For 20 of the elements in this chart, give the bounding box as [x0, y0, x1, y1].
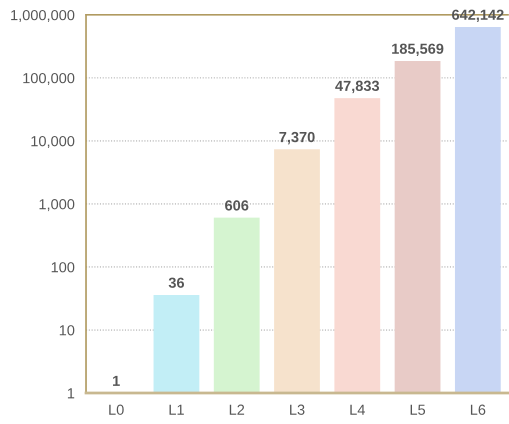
data-label: 7,370 — [279, 132, 315, 144]
data-label: 1 — [113, 376, 120, 386]
x-tick-label: L5 — [410, 404, 426, 415]
x-tick-label: L3 — [290, 404, 304, 415]
x-tick-label: L6 — [470, 404, 486, 415]
x-tick-label: L2 — [230, 404, 244, 415]
data-label: 606 — [225, 200, 248, 211]
y-tick-label: 10,000 — [31, 136, 74, 148]
y-tick-label: 1,000 — [40, 199, 74, 212]
data-label: 185,569 — [392, 44, 444, 56]
y-tick-label: 10 — [60, 325, 74, 336]
y-tick-label: 1 — [68, 388, 74, 398]
y-tick-label: 1,000,000 — [11, 10, 74, 22]
data-label: 47,833 — [335, 80, 380, 94]
y-tick-label: 100 — [52, 262, 74, 272]
x-tick-label: L0 — [109, 404, 124, 415]
data-label: 36 — [168, 278, 184, 288]
x-tick-label: L4 — [350, 404, 365, 415]
x-tick-label: L1 — [170, 404, 184, 415]
y-tick-label: 100,000 — [23, 72, 74, 86]
